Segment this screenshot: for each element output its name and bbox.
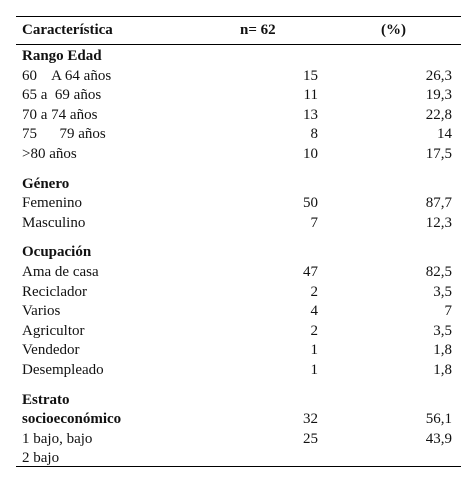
count-cell: 1 [310,342,319,359]
percent-cell: 17,5 [425,146,452,162]
count-cell: 10 [303,146,318,162]
count-cell: 11 [303,87,318,104]
header-cell: (%) [381,22,406,38]
count-cell: 1 [310,362,319,378]
percent-cell: 82,5 [425,264,452,280]
row-label: Ama de casa [22,264,99,280]
row-label: Varios [22,303,61,320]
percent-cell: 3,5 [433,283,452,300]
row-label: socioeconómico [22,411,122,428]
count-cell: 25 [303,430,318,447]
count-cell: 15 [303,67,318,84]
group-title: Ocupación [22,244,92,261]
row-label: >80 años [22,146,77,162]
count-cell: 32 [303,411,318,428]
percent-cell: 87,7 [425,195,452,212]
count-cell: 50 [303,195,318,212]
row-label: Desempleado [22,362,104,378]
percent-cell: 19,3 [425,87,452,104]
percent-cell: 43,9 [425,430,452,447]
percent-cell: 3,5 [433,322,452,339]
percent-cell: 1,8 [433,342,452,359]
header-cell: Característica [22,22,113,38]
row-label: Reciclador [22,283,87,300]
count-cell: 4 [310,303,319,320]
count-cell: 2 [310,322,319,339]
row-label: 70 a 74 años [22,106,98,123]
count-cell: 8 [310,126,319,143]
group-title: Género [22,175,70,192]
percent-cell: 26,3 [425,67,452,84]
bottom-rule [16,466,461,467]
count-cell: 13 [303,106,318,123]
group-title: Rango Edad [22,48,102,64]
percent-cell: 56,1 [425,411,452,428]
row-label: 1 bajo, bajo [22,430,93,447]
percent-cell: 12,3 [425,214,452,231]
header-rule [16,44,461,45]
percent-cell: 1,8 [433,362,452,378]
top-rule [16,16,461,17]
row-label: Femenino [22,195,82,212]
row-label: 65 a 69 años [22,87,102,104]
percent-cell: 7 [444,303,453,320]
count-cell: 47 [303,264,318,280]
percent-cell: 14 [437,126,452,143]
count-cell: 7 [310,214,319,231]
row-label: 60 A 64 años [22,67,112,84]
group-title: Estrato [22,391,70,408]
row-label: Vendedor [22,342,80,359]
percent-cell: 22,8 [425,106,452,123]
header-cell: n= 62 [240,22,276,38]
row-label: 75 79 años [22,126,106,143]
count-cell: 2 [310,283,319,300]
row-label: Masculino [22,214,86,231]
row-label: 2 bajo [22,450,60,467]
row-label: Agricultor [22,322,85,339]
